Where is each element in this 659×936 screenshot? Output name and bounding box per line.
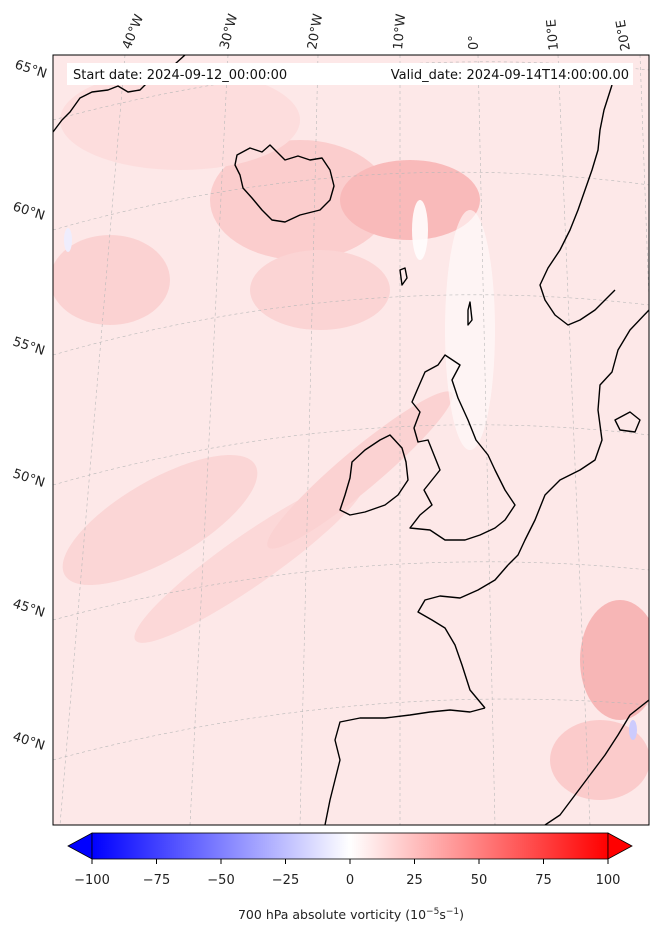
valid-date-label: Valid_date: 2024-09-14T14:00:00.00 <box>391 68 629 83</box>
lat-label-60n: 60°N <box>11 200 47 224</box>
colorbar-gradient <box>91 832 609 860</box>
iberia-coast <box>324 707 486 825</box>
latitude-labels: 65°N 60°N 55°N 50°N 45°N 40°N <box>11 58 49 754</box>
colorbar-tick-label: 75 <box>535 873 552 888</box>
colorbar: −100 −75 −50 −25 0 25 50 75 100 700 hPa absolute… <box>67 832 633 922</box>
lon-label-20e: 20°E <box>614 19 634 52</box>
norway-coast <box>539 84 616 326</box>
great-britain-coast <box>409 354 516 541</box>
lat-label-45n: 45°N <box>11 597 47 621</box>
lat-label-65n: 65°N <box>13 58 49 82</box>
lon-label-30w: 30°W <box>217 12 241 51</box>
colorbar-tick-label: 100 <box>596 873 621 888</box>
colorbar-tick-label: −25 <box>272 873 299 888</box>
lon-label-10e: 10°E <box>544 19 562 51</box>
map-frame <box>52 54 650 826</box>
ireland-coast <box>339 434 409 516</box>
lon-label-20w: 20°W <box>305 13 326 51</box>
lon-label-40w: 40°W <box>120 12 147 51</box>
colorbar-label: 700 hPa absolute vorticity (10−5s−1) <box>238 907 464 922</box>
colorbar-tick-label: 0 <box>346 873 354 888</box>
vorticity-field <box>53 70 649 800</box>
colorbar-tick-label: −50 <box>207 873 234 888</box>
colorbar-tick-label: 50 <box>471 873 488 888</box>
colorbar-tick-label: −75 <box>143 873 170 888</box>
map-panel <box>53 55 649 825</box>
shetland-islands <box>467 301 473 326</box>
lat-label-40n: 40°N <box>11 730 47 754</box>
colorbar-tick-label: 25 <box>406 873 423 888</box>
mediterranean-coast <box>544 699 649 825</box>
lon-label-10w: 10°W <box>391 13 409 50</box>
colorbar-left-extension <box>67 832 93 860</box>
start-date-label: Start date: 2024-09-12_00:00:00 <box>73 68 287 83</box>
lat-label-55n: 55°N <box>11 335 47 359</box>
coastlines <box>53 55 649 825</box>
faroe-islands <box>399 267 408 286</box>
baltic-islands <box>614 411 641 433</box>
france-coast <box>417 564 509 709</box>
lat-label-50n: 50°N <box>11 467 47 491</box>
colorbar-tick-label: −100 <box>74 873 110 888</box>
colorbar-right-extension <box>607 832 633 860</box>
header-box <box>67 63 633 85</box>
graticule <box>53 55 649 825</box>
longitude-labels: 40°W 30°W 20°W 10°W 0° 10°E 20°E <box>120 12 634 52</box>
colorbar-ticks: −100 −75 −50 −25 0 25 50 75 100 <box>74 859 620 888</box>
iceland-coast <box>234 144 335 223</box>
lon-label-0: 0° <box>467 35 482 50</box>
continental-north-coast <box>507 309 649 566</box>
